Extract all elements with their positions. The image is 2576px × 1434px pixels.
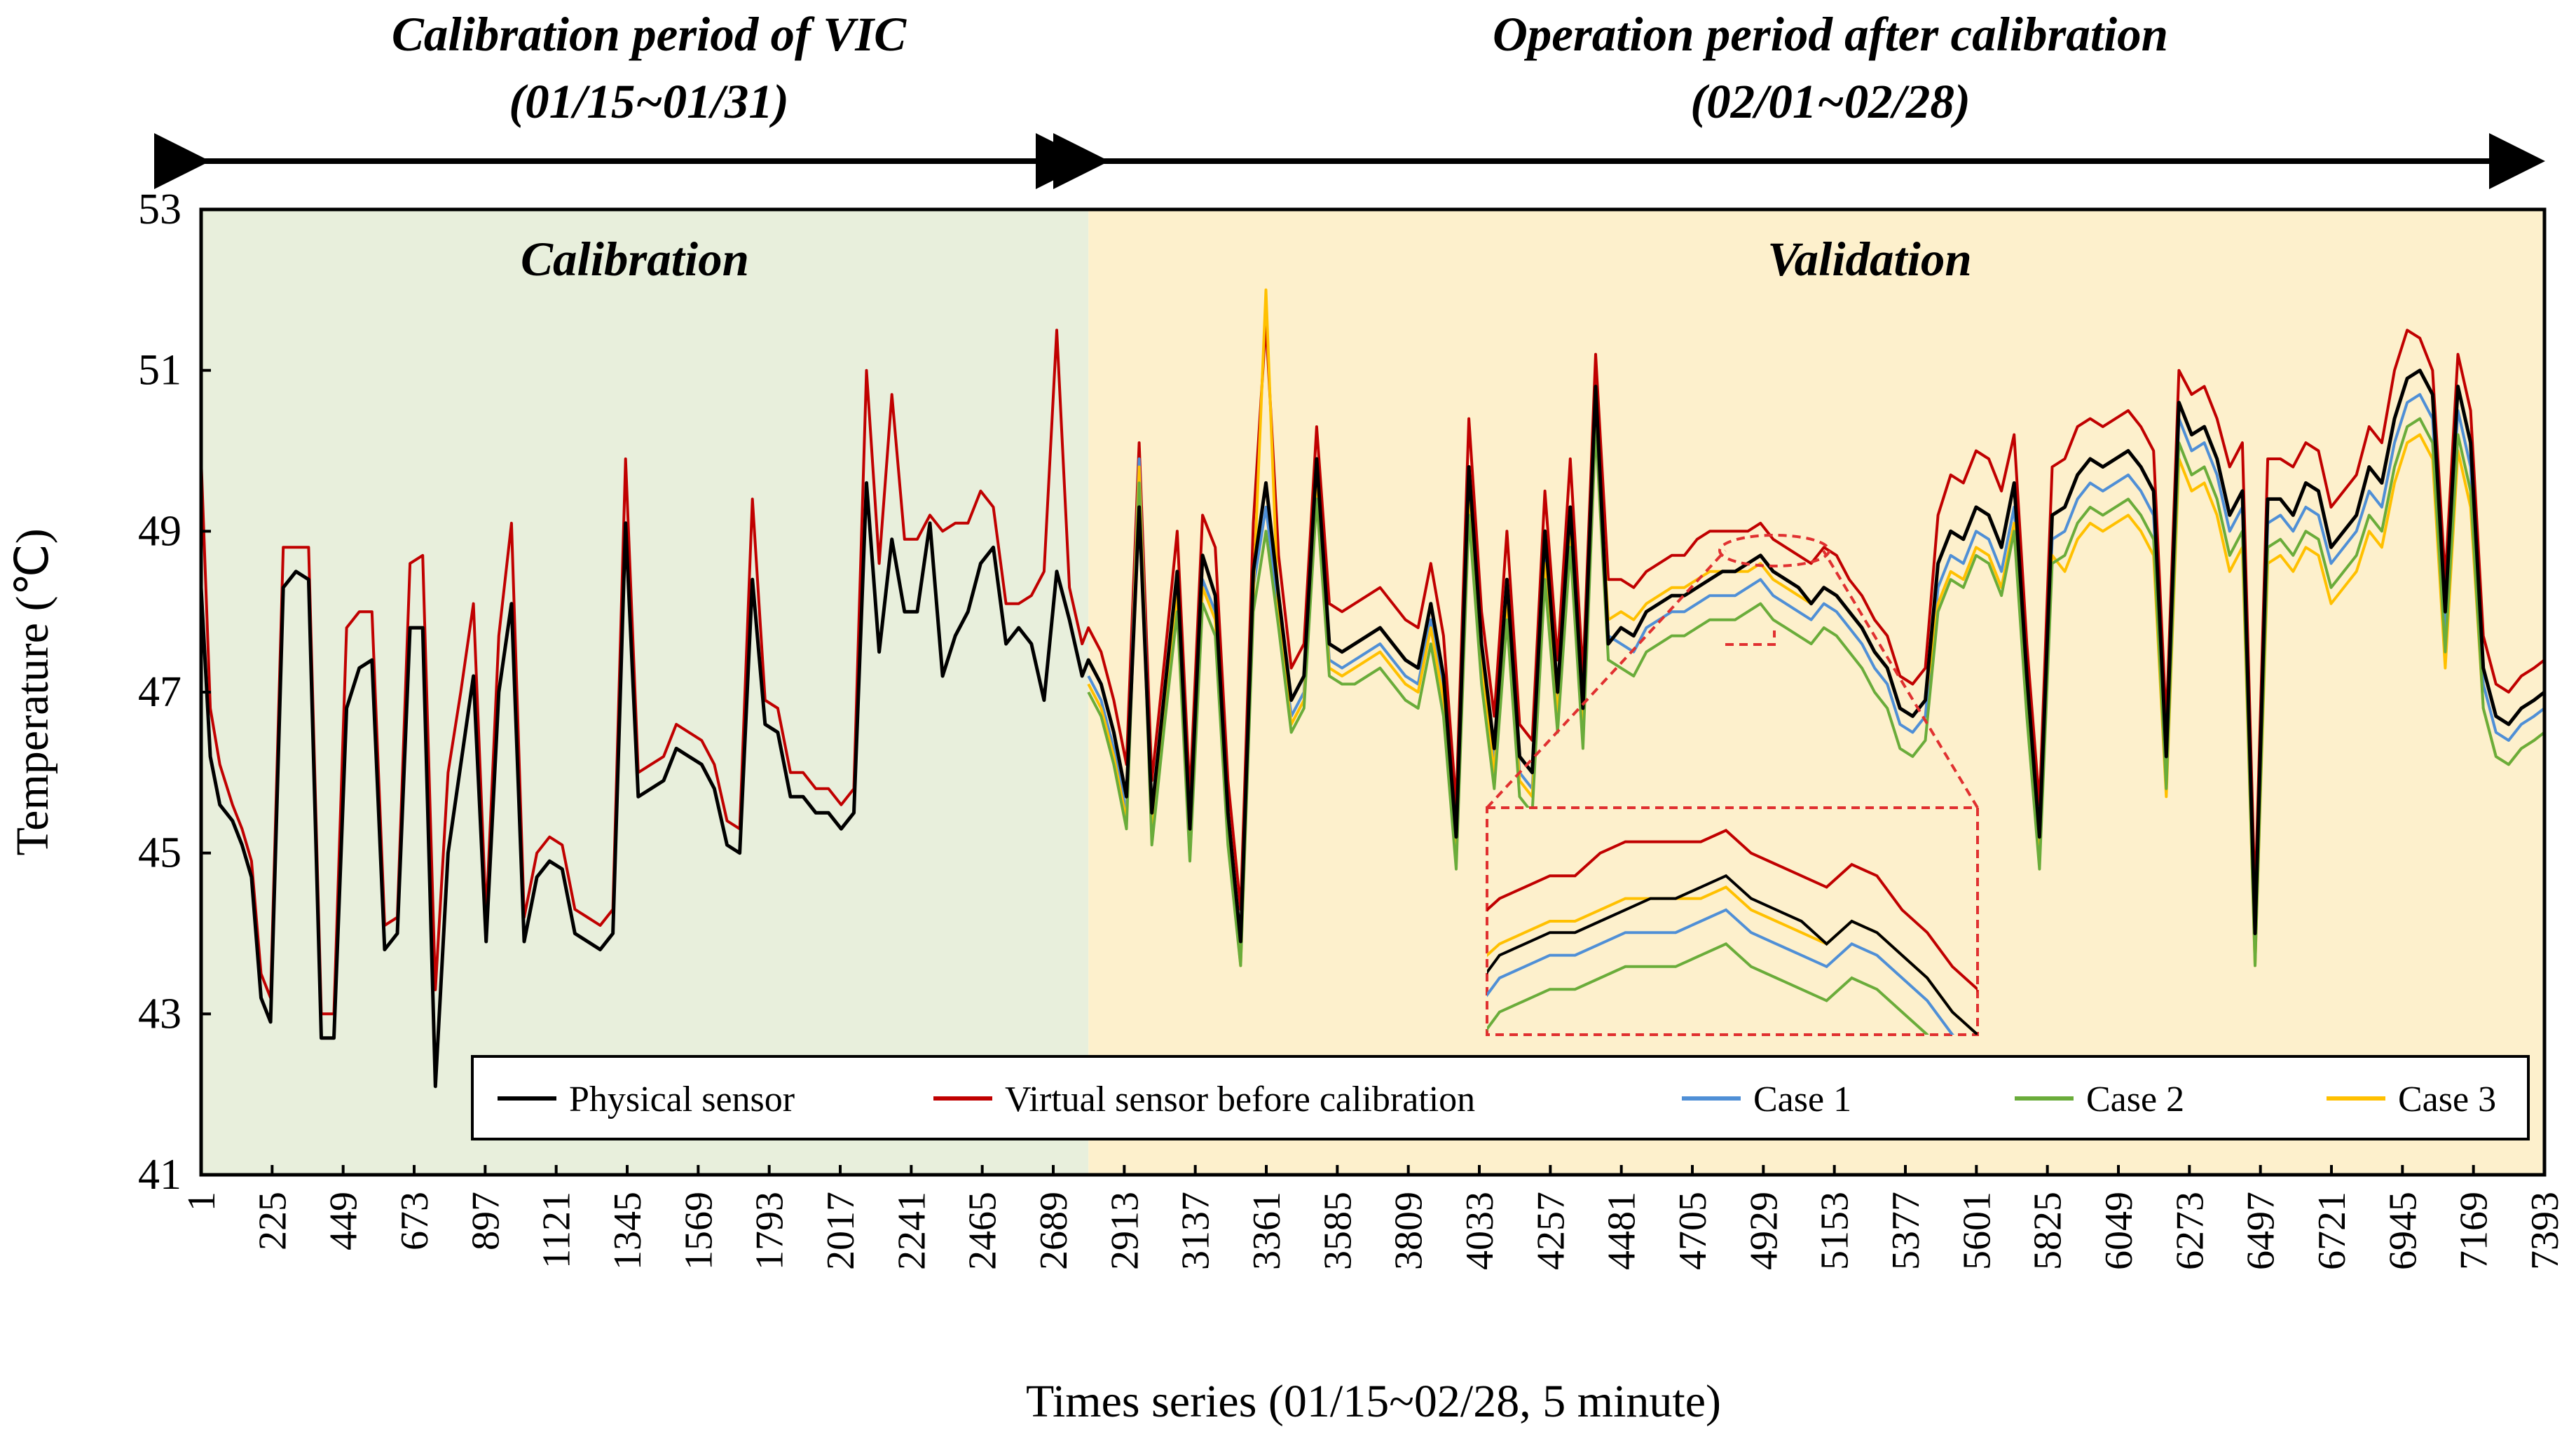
x-axis-label: Times series (01/15~02/28, 5 minute) (1026, 1376, 1721, 1427)
x-tick-label: 1 (180, 1192, 224, 1211)
x-tick-label: 5153 (1814, 1192, 1857, 1270)
x-tick-label: 449 (322, 1192, 366, 1250)
legend: Physical sensor Virtual sensor before cal… (471, 1055, 2530, 1140)
validation-region-label: Validation (1767, 233, 1971, 286)
series-line-case-1 (1087, 393, 2544, 959)
x-tick-label: 2241 (890, 1192, 933, 1270)
x-tick-label: 4481 (1601, 1192, 1644, 1270)
header-left-line1: Calibration period of VIC (392, 8, 907, 61)
x-tick-label: 2913 (1103, 1192, 1146, 1270)
x-tick-label: 3137 (1174, 1192, 1218, 1270)
x-tick-label: 2017 (819, 1192, 863, 1270)
legend-label: Physical sensor (569, 1080, 795, 1119)
legend-label: Case 2 (2086, 1080, 2184, 1119)
y-tick-label: 41 (138, 1151, 181, 1199)
zoom-source-marker (1718, 534, 1830, 567)
legend-label: Virtual sensor before calibration (1005, 1080, 1475, 1119)
x-tick-label: 1793 (748, 1192, 792, 1270)
y-tick-label: 49 (138, 507, 181, 555)
y-tick-label: 43 (138, 990, 181, 1037)
x-tick-label: 5825 (2027, 1192, 2070, 1270)
header-right-line2: (02/01~02/28) (1690, 75, 1971, 128)
y-tick-label: 47 (138, 668, 181, 716)
legend-label: Case 1 (1753, 1080, 1851, 1119)
inset-line-case-2 (1487, 942, 1929, 1035)
y-tick-label: 53 (138, 186, 181, 233)
x-axis: 1 225 449 673 897 1121 1345 1569 1793 2017 2241 246… (180, 1165, 2567, 1270)
legend-label: Case 3 (2398, 1080, 2496, 1119)
x-tick-label: 2465 (961, 1192, 1005, 1270)
zoom-connector-right (1822, 549, 1979, 809)
calibration-region (201, 209, 1089, 1175)
inset-line-physical-sensor (1487, 874, 1978, 1035)
x-tick-label: 7393 (2523, 1192, 2567, 1270)
x-tick-label: 1569 (677, 1192, 720, 1270)
series-line-case-2 (1087, 417, 2544, 967)
x-tick-label: 4929 (1742, 1192, 1786, 1270)
x-tick-label: 5601 (1955, 1192, 1999, 1270)
x-tick-label: 3361 (1245, 1192, 1289, 1270)
x-tick-label: 225 (251, 1192, 294, 1250)
inset-line-case-1 (1487, 908, 1955, 1035)
header-right-line1: Operation period after calibration (1493, 8, 2168, 61)
y-axis: 41 43 45 47 49 51 53 (138, 186, 211, 1199)
x-tick-label: 6273 (2168, 1192, 2212, 1270)
x-tick-label: 1345 (606, 1192, 650, 1270)
calibration-region-label: Calibration (521, 233, 749, 286)
x-tick-label: 4257 (1529, 1192, 1573, 1270)
x-tick-label: 5377 (1884, 1192, 1928, 1270)
header-left-line2: (01/15~01/31) (509, 75, 789, 128)
x-tick-label: 4033 (1458, 1192, 1502, 1270)
x-tick-label: 6721 (2310, 1192, 2354, 1270)
zoom-connector-left (1486, 549, 1727, 809)
x-tick-label: 1121 (535, 1192, 579, 1269)
legend-box (471, 1055, 2530, 1140)
y-tick-label: 51 (138, 347, 181, 394)
x-tick-label: 2689 (1032, 1192, 1076, 1270)
y-axis-label: Temperature (℃) (7, 528, 58, 855)
x-tick-label: 3809 (1388, 1192, 1431, 1270)
series-line-physical-sensor (201, 368, 2544, 1089)
zoom-connector-top (1725, 630, 1776, 646)
x-tick-label: 3585 (1316, 1192, 1359, 1270)
x-tick-label: 7169 (2453, 1192, 2496, 1270)
x-tick-label: 6945 (2381, 1192, 2425, 1270)
x-tick-label: 6049 (2097, 1192, 2141, 1270)
y-tick-label: 45 (138, 829, 181, 877)
inset-line-virtual-sensor (1487, 829, 1978, 993)
x-tick-label: 6497 (2240, 1192, 2283, 1270)
x-tick-label: 4705 (1671, 1192, 1715, 1270)
x-tick-label: 897 (464, 1192, 507, 1250)
x-tick-label: 673 (393, 1192, 437, 1250)
series-line-virtual-sensor (201, 320, 2544, 1016)
